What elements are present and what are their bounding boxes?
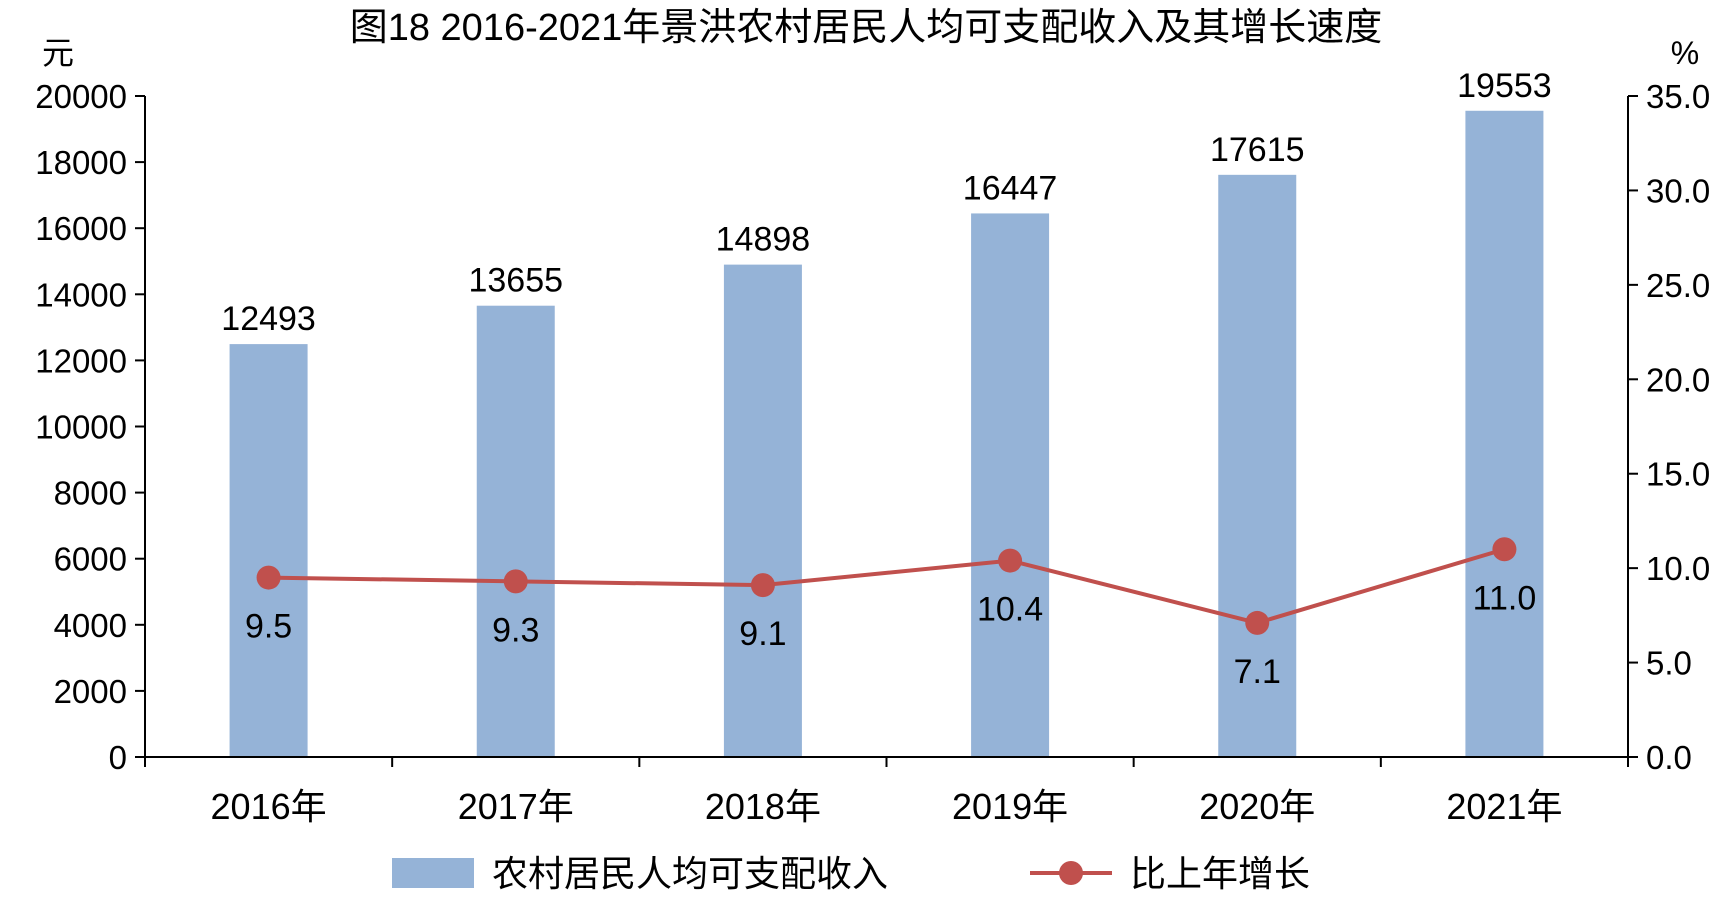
legend-line-label: 比上年增长: [1130, 853, 1310, 894]
legend-bar-swatch: [392, 858, 474, 888]
y-left-tick-label: 12000: [35, 342, 127, 379]
bar-value-label: 19553: [1457, 67, 1552, 105]
growth-value-label: 10.4: [977, 591, 1043, 629]
growth-point: [998, 548, 1023, 573]
bar-value-label: 14898: [716, 221, 811, 259]
x-tick-label: 2017年: [458, 786, 574, 827]
x-tick-label: 2021年: [1446, 786, 1562, 827]
bar-2018年: [723, 264, 802, 757]
legend-bar-label: 农村居民人均可支配收入: [492, 853, 888, 894]
y-left-tick-label: 8000: [54, 475, 127, 512]
x-tick-label: 2020年: [1199, 786, 1315, 827]
growth-value-label: 9.3: [492, 611, 539, 649]
y-left-tick-label: 16000: [35, 210, 127, 247]
axes-layer: 0 2000 4000 6000 8000 10000 12000 14000 16000 180…: [35, 78, 1710, 827]
legend-line-marker: [1059, 861, 1083, 885]
bar-2017年: [476, 305, 555, 757]
bar-value-label: 16447: [963, 169, 1058, 207]
y-right-tick-label: 0.0: [1646, 739, 1692, 776]
y-left-tick-label: 2000: [54, 673, 127, 710]
bar-2019年: [971, 213, 1050, 758]
y-left-tick-label: 0: [109, 739, 127, 776]
x-tick-label: 2016年: [211, 786, 327, 827]
growth-point: [750, 573, 775, 598]
legend: 农村居民人均可支配收入 比上年增长: [392, 853, 1310, 894]
growth-value-label: 11.0: [1473, 579, 1537, 617]
y-right-tick-label: 20.0: [1646, 361, 1710, 398]
y-left-tick-label: 18000: [35, 144, 127, 181]
bar-2020年: [1218, 174, 1297, 758]
y-right-tick-label: 35.0: [1646, 78, 1710, 115]
y-right-tick-label: 10.0: [1646, 550, 1710, 587]
bar-value-label: 12493: [221, 300, 316, 338]
x-tick-label: 2019年: [952, 786, 1068, 827]
bar-value-label: 13655: [468, 262, 563, 300]
growth-point: [1245, 610, 1270, 635]
y-left-tick-label: 10000: [35, 409, 127, 446]
bar-value-label: 17615: [1210, 131, 1305, 169]
line-layer: [256, 537, 1517, 635]
chart-title: 图18 2016-2021年景洪农村居民人均可支配收入及其增长速度: [350, 7, 1383, 49]
bar-layer: [229, 110, 1544, 758]
growth-value-label: 9.5: [245, 608, 292, 646]
label-layer: 12493 13655 14898 16447 17615 19553 9.5 9.3 9.1 1…: [221, 67, 1551, 691]
bar-2021年: [1465, 110, 1544, 757]
y-right-tick-label: 30.0: [1646, 172, 1710, 209]
y-right-tick-label: 25.0: [1646, 267, 1710, 304]
y-left-tick-label: 14000: [35, 276, 127, 313]
bar-2016年: [229, 344, 308, 757]
x-tick-label: 2018年: [705, 786, 821, 827]
y-right-tick-label: 5.0: [1646, 645, 1692, 682]
growth-value-label: 9.1: [739, 615, 786, 653]
growth-point: [256, 565, 281, 590]
growth-point: [1492, 537, 1517, 562]
y-left-tick-label: 6000: [54, 541, 127, 578]
y-left-tick-label: 20000: [35, 78, 127, 115]
growth-line: [268, 547, 1505, 625]
y-left-tick-label: 4000: [54, 607, 127, 644]
y-left-unit: 元: [42, 35, 74, 71]
y-right-tick-label: 15.0: [1646, 456, 1710, 493]
growth-point: [503, 569, 528, 594]
growth-value-label: 7.1: [1234, 653, 1281, 691]
y-right-unit: %: [1671, 35, 1699, 71]
